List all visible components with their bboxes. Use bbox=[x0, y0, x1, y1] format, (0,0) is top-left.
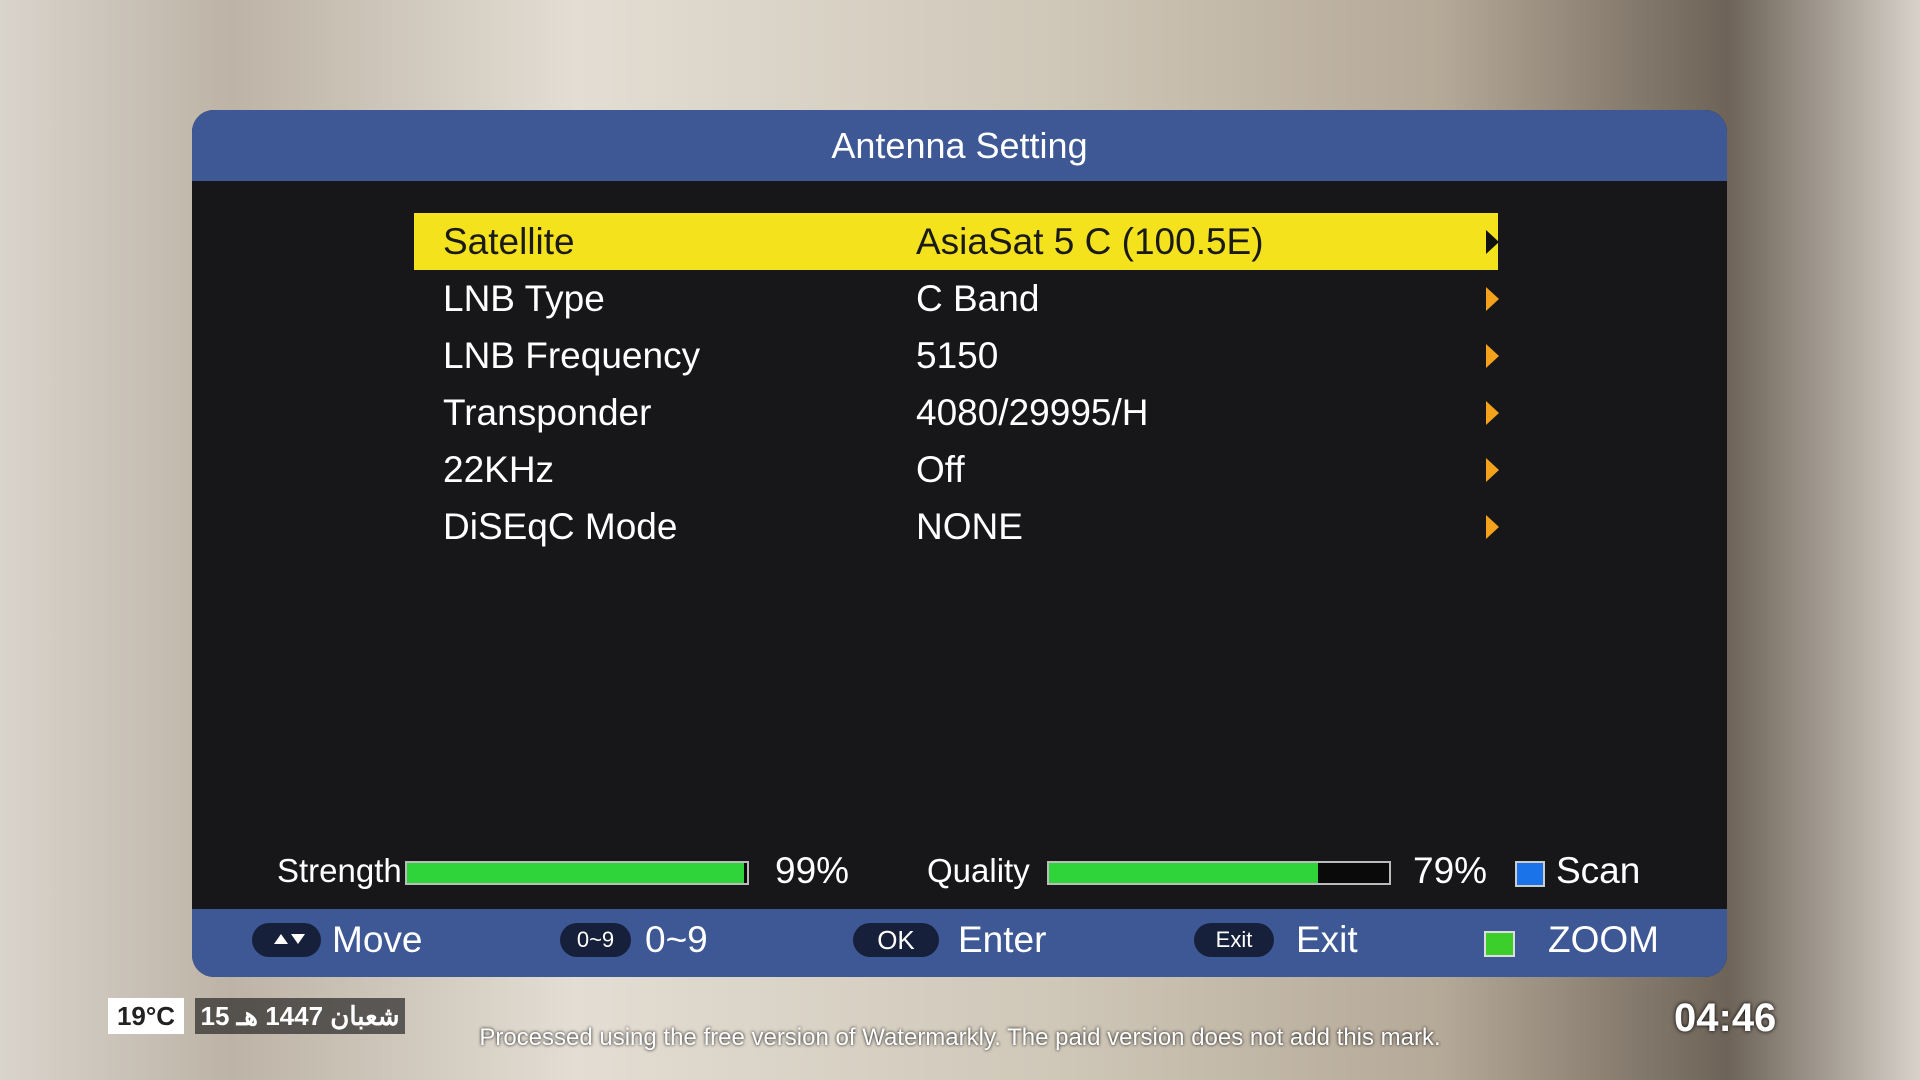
zoom-icon bbox=[1484, 931, 1515, 957]
menu-row[interactable]: 22KHz Off bbox=[414, 441, 1499, 498]
quality-bar bbox=[1049, 863, 1318, 883]
zoom-label[interactable]: ZOOM bbox=[1548, 919, 1659, 960]
temperature: 19°C bbox=[108, 998, 184, 1034]
menu-label: DiSEqC Mode bbox=[443, 506, 678, 547]
strength-label: Strength bbox=[277, 852, 402, 889]
quality-track bbox=[1047, 861, 1391, 885]
menu-row[interactable]: LNB Type C Band bbox=[414, 270, 1499, 327]
antenna-setting-dialog: Antenna Setting Satellite AsiaSat 5 C (10… bbox=[192, 110, 1727, 977]
strength-value: 99% bbox=[775, 850, 850, 891]
menu-value: AsiaSat 5 C (100.5E) bbox=[916, 221, 1264, 262]
arrow bbox=[1486, 230, 1499, 254]
move-key bbox=[252, 923, 321, 957]
digits-label: 0~9 bbox=[645, 919, 708, 960]
menu-row[interactable]: Satellite AsiaSat 5 C (100.5E) bbox=[414, 213, 1499, 270]
menu-value: C Band bbox=[916, 278, 1040, 319]
menu-row[interactable]: DiSEqC Mode NONE bbox=[414, 498, 1499, 555]
ok-key[interactable]: OK bbox=[853, 923, 939, 957]
strength-track bbox=[405, 861, 749, 885]
scan-label[interactable]: Scan bbox=[1556, 850, 1641, 891]
move-label: Move bbox=[332, 919, 423, 960]
menu-label: LNB Frequency bbox=[443, 335, 701, 376]
menu-label: Transponder bbox=[443, 392, 652, 433]
menu-value: 5150 bbox=[916, 335, 999, 376]
strength-bar bbox=[407, 863, 744, 883]
exit-label: Exit bbox=[1296, 919, 1358, 960]
move-icon bbox=[274, 934, 305, 944]
arrow bbox=[1486, 401, 1499, 425]
exit-key[interactable]: Exit bbox=[1194, 923, 1274, 957]
menu-value: NONE bbox=[916, 506, 1023, 547]
quality-value: 79% bbox=[1413, 850, 1488, 891]
menu-row[interactable]: Transponder 4080/29995/H bbox=[414, 384, 1499, 441]
quality-label: Quality bbox=[927, 852, 1030, 889]
scan-icon bbox=[1515, 861, 1545, 887]
menu-label: 22KHz bbox=[443, 449, 555, 490]
menu-value: 4080/29995/H bbox=[916, 392, 1149, 433]
arrow bbox=[1486, 458, 1499, 482]
arrow bbox=[1486, 287, 1499, 311]
menu-label: Satellite bbox=[443, 221, 575, 262]
menu-row[interactable]: LNB Frequency 5150 bbox=[414, 327, 1499, 384]
clock: 04:46 bbox=[1674, 996, 1777, 1040]
arrow bbox=[1486, 515, 1499, 539]
date: 15 شعبان 1447 هـ bbox=[195, 998, 405, 1034]
watermark: Processed using the free version of Wate… bbox=[479, 1024, 1441, 1051]
dialog-title: Antenna Setting bbox=[192, 110, 1727, 181]
digits-key[interactable]: 0~9 bbox=[560, 923, 631, 957]
arrow bbox=[1486, 344, 1499, 368]
menu-value: Off bbox=[916, 449, 965, 490]
menu-label: LNB Type bbox=[443, 278, 605, 319]
footer: Move 0~9 0~9 OK Enter Exit Exit ZOOM bbox=[192, 909, 1727, 977]
ok-label: Enter bbox=[958, 919, 1047, 960]
